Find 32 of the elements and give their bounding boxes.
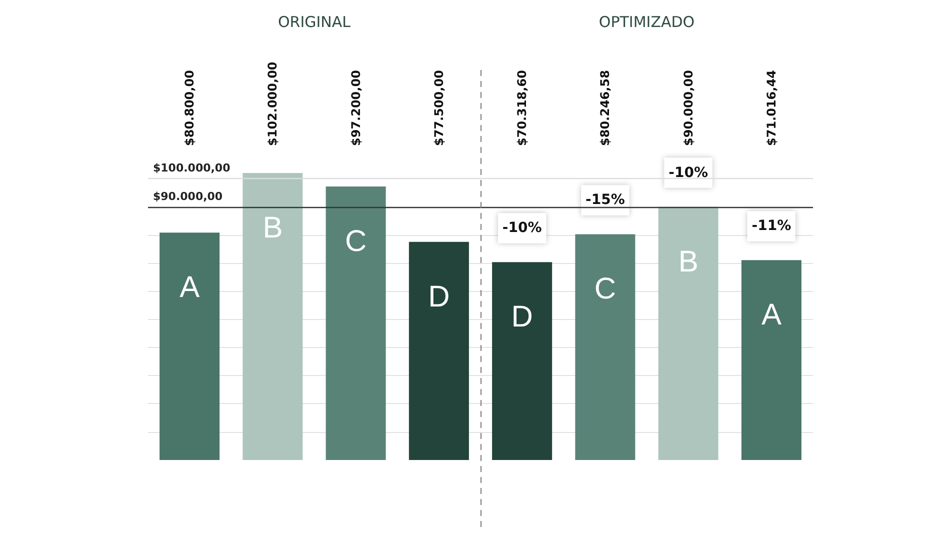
bar <box>658 206 718 460</box>
x-tick-label: B <box>262 212 283 244</box>
bar <box>242 173 303 460</box>
x-tick-label: D <box>511 300 533 334</box>
data-label: $70.318,60 <box>515 70 530 146</box>
text: ORIGINAL <box>278 13 352 31</box>
x-tick-label: B <box>678 245 698 278</box>
data-label: $80.800,00 <box>182 70 197 146</box>
data-label: $90.000,00 <box>681 70 696 146</box>
bar <box>492 262 552 460</box>
data-label: $77.500,00 <box>432 70 446 146</box>
bar <box>408 242 469 460</box>
data-label: $102.000,00 <box>266 62 280 146</box>
annotation: -15% <box>586 192 625 208</box>
x-tick-label: A <box>180 271 200 304</box>
x-tick-label: C <box>594 272 616 306</box>
x-tick-label: D <box>428 280 450 314</box>
text: OPTIMIZADO <box>598 13 695 31</box>
data-label: $71.016,44 <box>764 70 778 146</box>
ref-line-label: $90.000,00 <box>153 190 223 203</box>
x-tick-label: C <box>344 225 367 258</box>
data-label: $97.200,00 <box>348 70 363 146</box>
bar <box>741 260 802 460</box>
x-tick-label: A <box>761 298 782 332</box>
data-label: $80.246,58 <box>598 70 612 146</box>
bar <box>575 234 636 460</box>
ref-line-label: $100.000,00 <box>153 162 231 175</box>
annotation: -10% <box>502 220 542 236</box>
bar <box>160 232 220 460</box>
bar <box>326 186 386 460</box>
annotation: -11% <box>752 218 792 234</box>
annotation: -10% <box>668 164 708 181</box>
